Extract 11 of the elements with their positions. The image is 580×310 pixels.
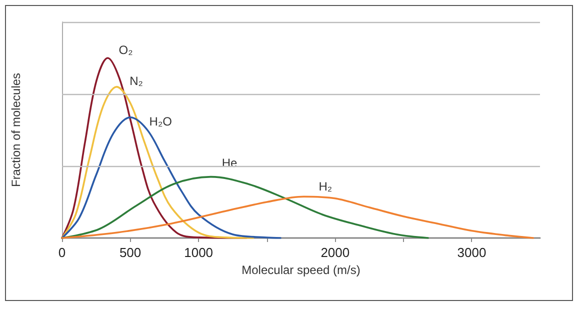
x-tick-label: 2000 xyxy=(320,245,350,260)
series-label: H₂O xyxy=(149,114,172,128)
series-label: O₂ xyxy=(118,43,134,57)
x-tick-label: 0 xyxy=(58,245,66,260)
x-tick-label: 500 xyxy=(119,245,142,260)
y-axis-title: Fraction of molecules xyxy=(9,72,23,188)
series-label: N₂ xyxy=(130,74,144,88)
x-tick-label: 1000 xyxy=(184,245,214,260)
x-tick-label: 3000 xyxy=(457,245,486,260)
x-axis-title: Molecular speed (m/s) xyxy=(242,262,360,277)
series-label: H₂ xyxy=(318,180,332,194)
